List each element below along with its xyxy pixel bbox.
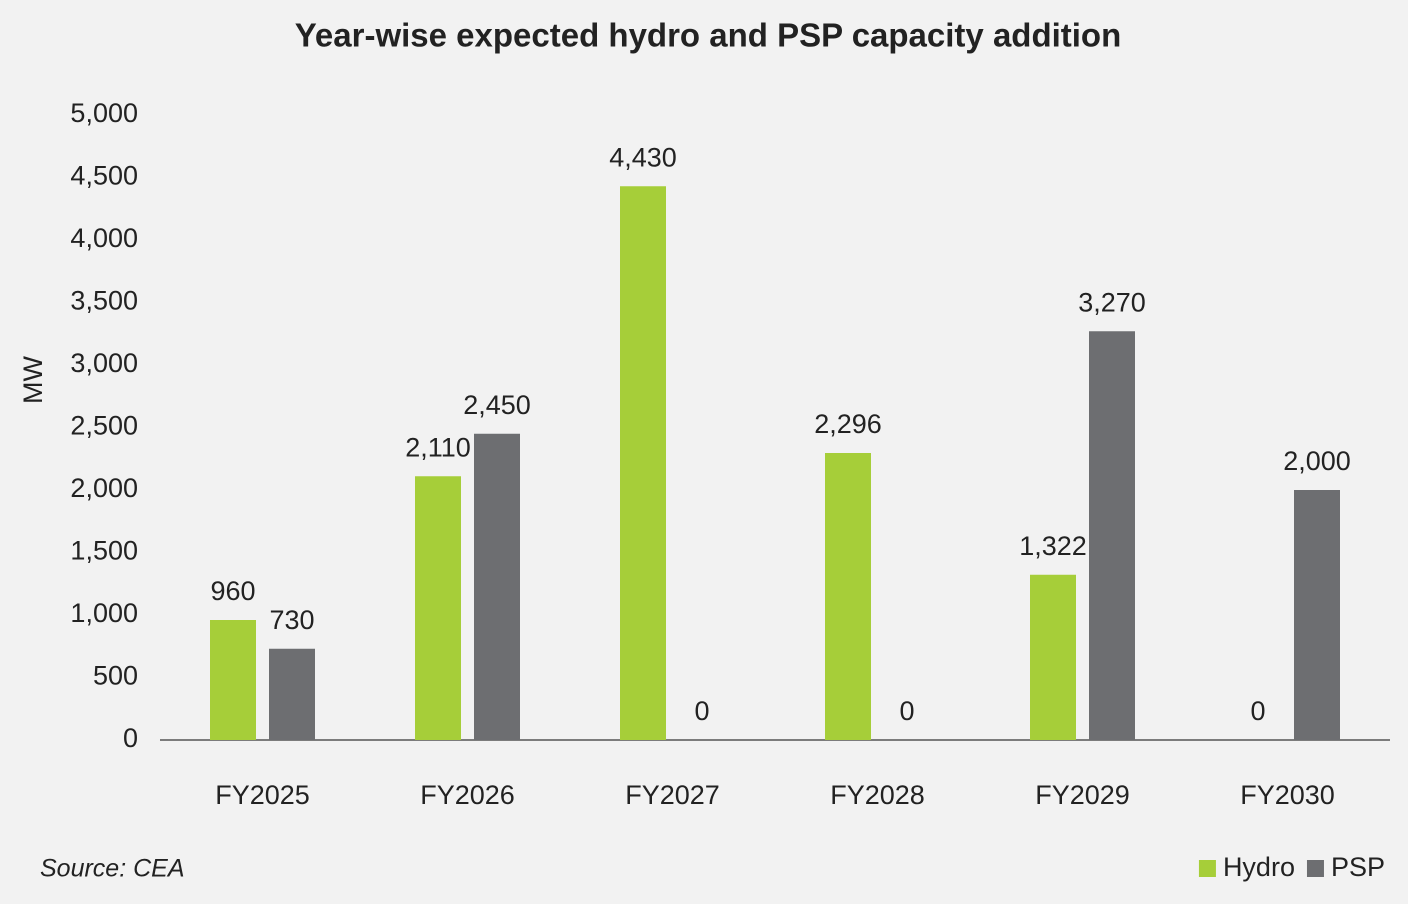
y-tick-label: 2,500: [70, 411, 138, 441]
legend-swatch: [1306, 860, 1324, 877]
legend-swatch: [1198, 860, 1216, 877]
data-label: 0: [694, 696, 709, 726]
x-tick-label: FY2028: [830, 780, 925, 810]
y-tick-label: 4,000: [70, 223, 138, 253]
data-label: 0: [1250, 696, 1265, 726]
x-tick-label: FY2027: [625, 780, 720, 810]
data-label: 2,296: [814, 409, 882, 439]
data-label: 4,430: [609, 142, 677, 172]
y-tick-label: 5,000: [70, 98, 138, 128]
data-label: 960: [210, 576, 255, 606]
data-label: 3,270: [1078, 287, 1146, 317]
bar: [1089, 331, 1135, 740]
bar: [825, 453, 871, 740]
data-label: 1,322: [1019, 531, 1087, 561]
bar: [620, 186, 666, 740]
bar: [415, 476, 461, 740]
x-tick-label: FY2026: [420, 780, 515, 810]
source: Source: CEA: [40, 855, 185, 883]
data-label: 0: [899, 696, 914, 726]
x-tick-label: FY2030: [1240, 780, 1335, 810]
data-label: 730: [269, 605, 314, 635]
legend-label: Hydro: [1223, 852, 1295, 882]
data-label: 2,000: [1283, 446, 1351, 476]
y-tick-label: 3,500: [70, 286, 138, 316]
x-tick-label: FY2029: [1035, 780, 1130, 810]
bar: [269, 648, 315, 740]
y-tick-label: 1,500: [70, 536, 138, 566]
bar: [1030, 574, 1076, 740]
data-label: 2,110: [405, 432, 471, 462]
bar: [1294, 490, 1340, 740]
x-tick-label: FY2025: [215, 780, 310, 810]
legend-label: PSP: [1331, 852, 1385, 882]
data-label: 2,450: [463, 390, 531, 420]
y-tick-label: 1,000: [70, 598, 138, 628]
chart-title: Year-wise expected hydro and PSP capacit…: [295, 17, 1122, 54]
y-tick-label: 500: [93, 661, 138, 691]
bar: [210, 620, 256, 740]
y-axis-label: MW: [18, 356, 48, 404]
y-tick-label: 0: [123, 723, 138, 753]
bar: [474, 433, 520, 740]
y-tick-label: 3,000: [70, 348, 138, 378]
y-tick-label: 4,500: [70, 161, 138, 191]
y-tick-label: 2,000: [70, 473, 138, 503]
